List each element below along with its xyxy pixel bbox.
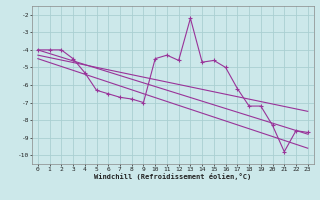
- X-axis label: Windchill (Refroidissement éolien,°C): Windchill (Refroidissement éolien,°C): [94, 173, 252, 180]
